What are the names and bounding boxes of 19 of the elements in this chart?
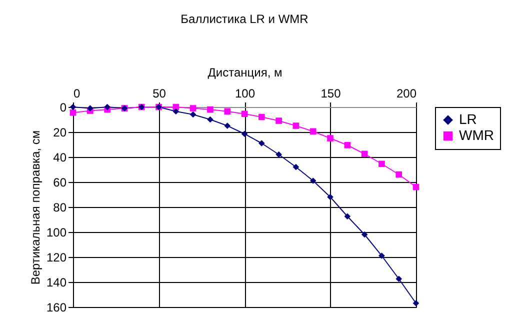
x-axis-title: Дистанция, м — [208, 66, 282, 80]
y-tick-label: 160 — [46, 300, 67, 314]
chart-title: Баллистика LR и WMR — [180, 12, 309, 26]
y-tick-label: 40 — [53, 150, 67, 164]
y-tick-label: 120 — [46, 250, 67, 264]
x-tick-label: 50 — [152, 86, 166, 100]
legend-label: LR — [459, 111, 477, 127]
legend-label: WMR — [459, 127, 494, 143]
y-tick-label: 0 — [60, 100, 67, 114]
x-tick-label: 0 — [74, 86, 80, 100]
y-axis-title: Вертикальная поправка, см — [28, 130, 42, 285]
y-tick-label: 20 — [53, 126, 67, 140]
x-tick-label: 100 — [234, 86, 256, 100]
y-tick-label: 80 — [53, 200, 67, 214]
y-tick-label: 140 — [46, 276, 67, 290]
y-tick-label: 100 — [46, 226, 67, 240]
y-tick-label: 60 — [53, 176, 67, 190]
x-tick-label: 150 — [320, 86, 342, 100]
x-tick-label: 200 — [396, 86, 417, 100]
